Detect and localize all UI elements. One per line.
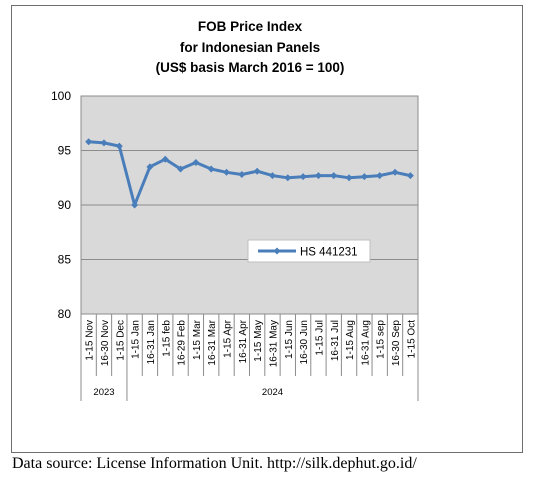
y-tick-label: 80 — [58, 307, 72, 321]
x-category-label: 1-15 Dec — [115, 320, 126, 361]
data-point-marker — [192, 158, 200, 166]
x-category-label: 1-15 sep — [376, 320, 387, 359]
x-category-label: 1-15 May — [253, 320, 264, 362]
legend-swatch-marker — [273, 247, 281, 255]
x-category-label: 1-15 feb — [161, 320, 172, 357]
x-category-label: 16-31 Aug — [360, 320, 371, 366]
y-tick-label: 100 — [51, 89, 71, 103]
data-point-marker — [268, 172, 276, 180]
x-category-label: 16-31 Jan — [146, 320, 157, 364]
line-chart: FOB Price Index for Indonesian Panels (US$… — [51, 19, 419, 401]
year-group-label: 2024 — [262, 387, 283, 398]
x-category-label: 16-31 Mar — [207, 319, 218, 365]
x-category-label: 1-15 Apr — [223, 319, 234, 357]
series-line-0 — [88, 140, 411, 207]
x-category-label: 16-30 Sep — [391, 320, 402, 367]
x-category-label: 1-15 Nov — [85, 320, 96, 361]
data-source-note: Data source: License Information Unit. h… — [12, 455, 417, 472]
chart-title-line-3: (US$ basis March 2016 = 100) — [156, 60, 345, 75]
data-point-marker — [406, 172, 414, 180]
data-point-marker — [100, 139, 108, 147]
x-category-label: 1-15 Mar — [192, 319, 203, 360]
legend-label: HS 441231 — [300, 247, 358, 259]
data-point-marker — [345, 174, 353, 182]
data-point-marker — [146, 163, 154, 171]
data-point-marker — [299, 173, 307, 181]
year-group-label: 2023 — [93, 387, 114, 398]
data-point-marker — [238, 170, 246, 178]
data-point-marker — [131, 201, 139, 209]
data-point-marker — [223, 168, 231, 176]
data-point-marker — [161, 155, 169, 163]
legend-box — [247, 239, 371, 263]
data-point-marker — [314, 172, 322, 180]
x-category-label: 1-15 Jan — [131, 320, 142, 359]
data-point-marker — [207, 165, 215, 173]
x-category-label: 16-31 May — [268, 320, 279, 367]
data-point-marker — [360, 173, 368, 181]
x-category-label: 1-15 Jul — [314, 320, 325, 356]
data-point-marker — [391, 168, 399, 176]
data-point-marker — [253, 167, 261, 175]
data-point-marker — [330, 172, 338, 180]
data-point-marker — [177, 165, 185, 173]
x-category-label: 16-30 Jun — [299, 320, 310, 364]
y-tick-label: 90 — [58, 198, 72, 212]
x-category-label: 16-29 Feb — [177, 320, 188, 366]
chart-title-line-2: for Indonesian Panels — [180, 40, 320, 55]
x-category-label: 16-30 Nov — [100, 320, 111, 366]
chart-title-line-1: FOB Price Index — [198, 19, 303, 34]
y-tick-label: 85 — [58, 253, 72, 267]
data-point-marker — [376, 172, 384, 180]
data-point-marker — [115, 142, 123, 150]
x-category-label: 16-31 Apr — [238, 319, 249, 363]
x-category-label: 1-15 Oct — [406, 320, 417, 359]
data-point-marker — [284, 174, 292, 182]
x-category-label: 1-15 Jun — [284, 320, 295, 359]
data-point-marker — [85, 138, 93, 146]
y-tick-label: 95 — [58, 144, 72, 158]
chart-frame: FOB Price Index for Indonesian Panels (US$… — [11, 5, 523, 453]
x-category-label: 1-15 Aug — [345, 320, 356, 360]
x-category-label: 16-31 Jul — [330, 320, 341, 361]
